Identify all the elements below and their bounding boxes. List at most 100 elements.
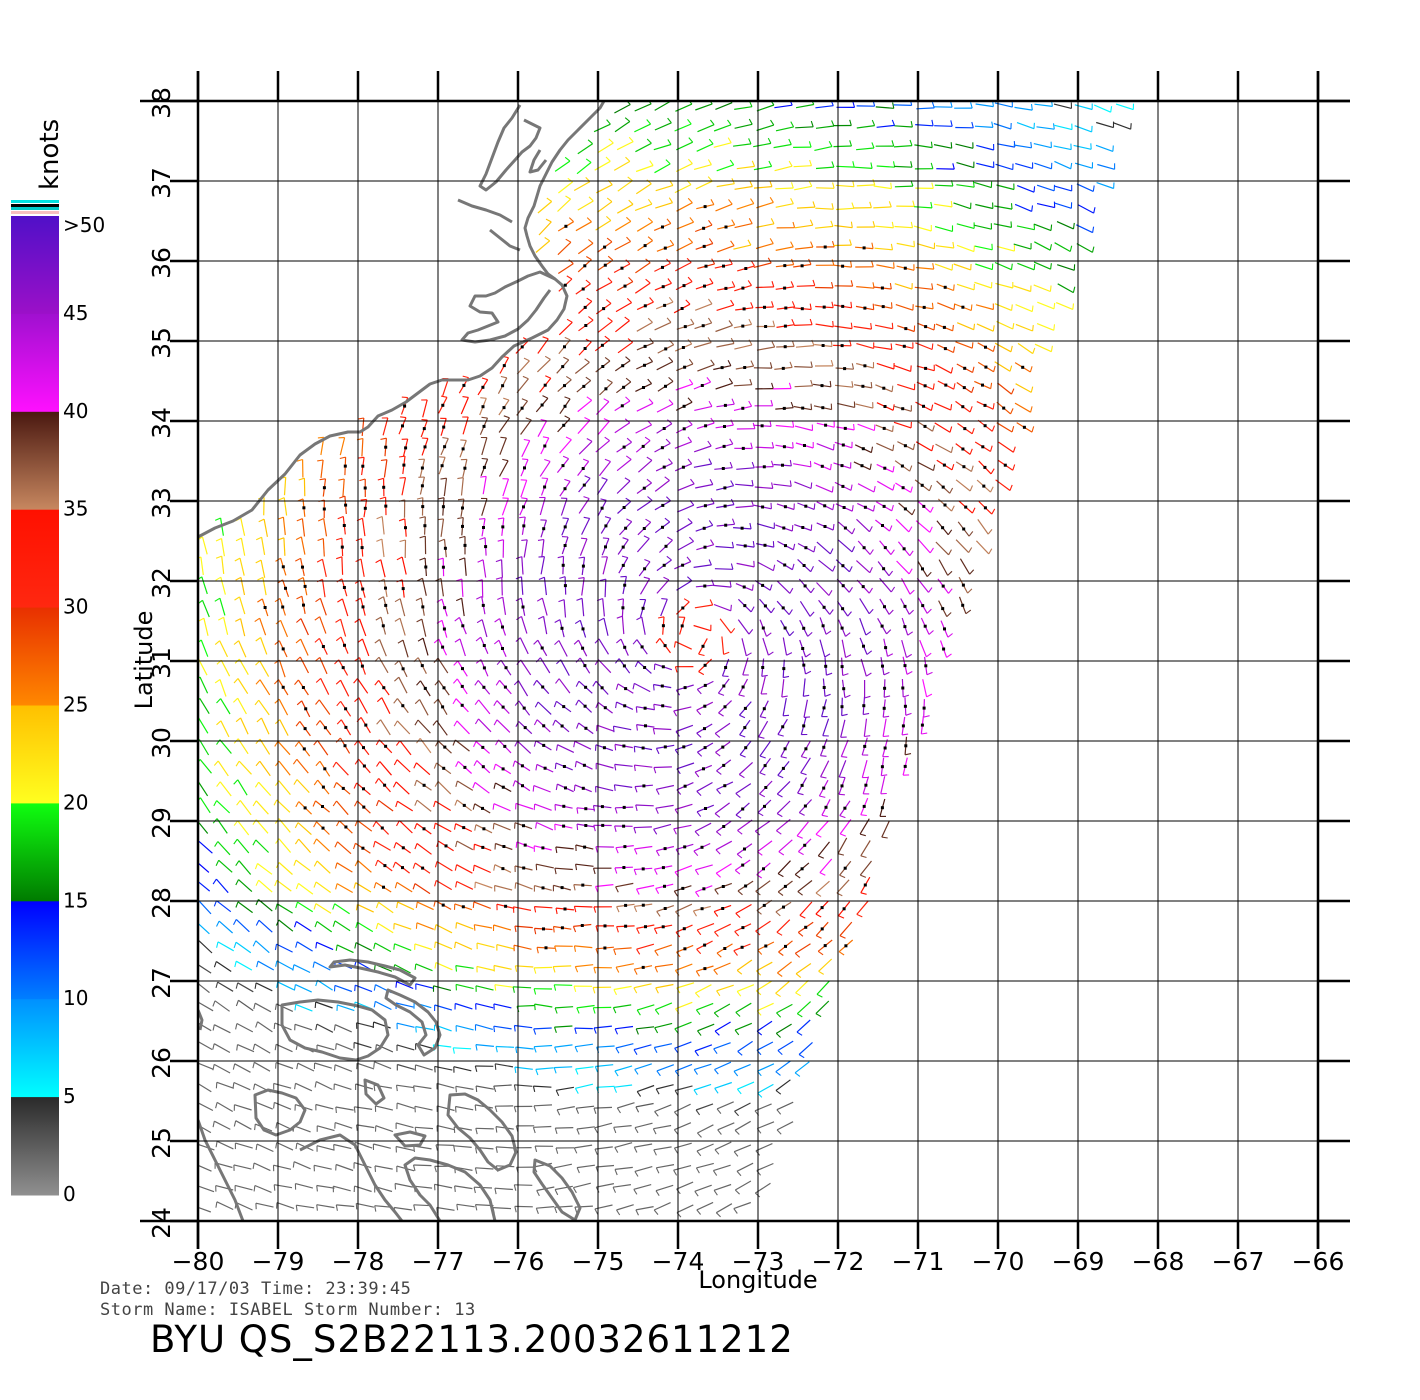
rain-flag [961,447,965,451]
wind-barb [634,1069,639,1075]
coastline [198,101,606,1221]
rain-flag [881,664,884,668]
rain-flag [523,726,527,730]
wind-barb [828,590,833,596]
rain-flag [903,625,907,629]
wind-barb [868,587,873,594]
wind-barb [380,437,387,440]
wind-barb [751,479,754,487]
wind-barb [556,659,562,665]
wind-vector [734,106,753,110]
wind-vector [577,242,594,255]
wind-vector [394,922,412,930]
wind-barb [734,1189,740,1195]
wind-barb [604,436,610,442]
wind-barb [1010,345,1013,352]
wind-vector [474,924,493,929]
wind-barb [605,299,612,304]
wind-barb [455,1086,457,1093]
wind-vector [416,799,432,812]
wind-barb [315,720,321,726]
rain-flag [783,264,787,268]
rain-flag [881,524,884,527]
wind-barb [193,861,196,866]
lat-tick-label: 27 [147,967,176,999]
rain-flag [722,763,726,767]
wind-vector [395,1122,414,1129]
wind-barb [614,1169,618,1176]
rain-flag [522,706,526,710]
rain-flag [741,286,745,290]
wind-barb [616,638,622,644]
rain-flag [423,524,427,528]
wind-vector [502,478,510,497]
wind-vector [476,942,495,948]
wind-barb [315,942,318,949]
rain-flag [643,304,647,308]
wind-vector [635,1206,654,1211]
wind-vector [299,656,310,674]
rain-flag [542,724,546,728]
wind-barb [588,196,594,202]
wind-barb [850,484,853,491]
wind-vector [1053,145,1072,151]
wind-barb [1032,347,1036,354]
rain-flag [461,624,465,628]
wind-vector [956,223,975,229]
rain-flag [800,783,804,787]
wind-vector [575,964,594,968]
wind-barb [475,1085,478,1093]
wind-barb [537,538,544,541]
wind-vector [676,522,693,533]
wind-barb [359,478,366,482]
wind-vector [715,203,733,212]
wind-barb [991,425,996,432]
wind-vector [323,518,328,537]
wind-barb [592,680,597,687]
wind-barb [214,679,221,684]
wind-vector [874,324,893,330]
wind-barb [354,985,356,992]
rain-flag [344,707,348,711]
rain-flag [343,744,347,748]
wind-barb [235,1000,239,1007]
rain-flag [661,866,665,870]
wind-barb [212,878,217,885]
wind-barb [395,1085,398,1092]
wind-barb [635,804,638,812]
wind-vector [896,242,915,248]
wind-vector [938,559,949,576]
lon-tick-label: −75 [572,1247,625,1276]
wind-vector [214,1000,230,1012]
rain-flag [522,866,526,870]
wind-barb [626,298,632,303]
wind-vector [916,243,935,250]
wind-vector [676,982,695,989]
wind-barb [750,442,753,449]
wind-barb [910,221,914,228]
wind-barb [494,1063,497,1070]
wind-vector [436,1125,455,1131]
wind-barb [716,990,721,997]
rain-flag [741,807,745,811]
wind-barb [687,397,693,403]
wind-vector [316,1184,335,1189]
wind-barb [971,507,976,514]
rain-flag [382,885,385,889]
wind-barb [645,518,651,523]
wind-vector [833,145,852,148]
wind-barb [236,800,241,806]
wind-barb [716,831,722,836]
wind-barb [781,695,788,698]
wind-barb [668,399,674,405]
rain-flag [321,785,325,789]
rain-flag [722,825,726,828]
wind-barb [615,966,620,973]
lon-tick-label: −69 [1052,1247,1105,1276]
wind-barb [273,1022,276,1030]
wind-barb [275,1142,278,1149]
rain-flag [903,507,907,511]
wind-vector [919,639,927,658]
wind-barb [564,396,571,400]
wind-vector [236,838,250,854]
